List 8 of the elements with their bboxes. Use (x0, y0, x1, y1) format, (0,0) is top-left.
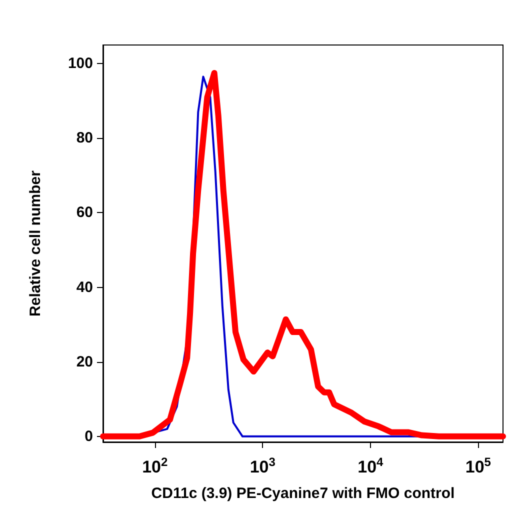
y-tick-label: 80 (76, 130, 93, 147)
y-axis-title: Relative cell number (27, 170, 44, 316)
y-tick-label: 100 (68, 55, 93, 72)
y-tick-label: 40 (76, 278, 93, 296)
x-axis-title: CD11c (3.9) PE-Cyanine7 with FMO control (151, 485, 455, 502)
y-tick-label: 60 (76, 204, 93, 222)
y-tick-label: 0 (84, 428, 93, 445)
y-tick-label: 20 (76, 353, 93, 370)
